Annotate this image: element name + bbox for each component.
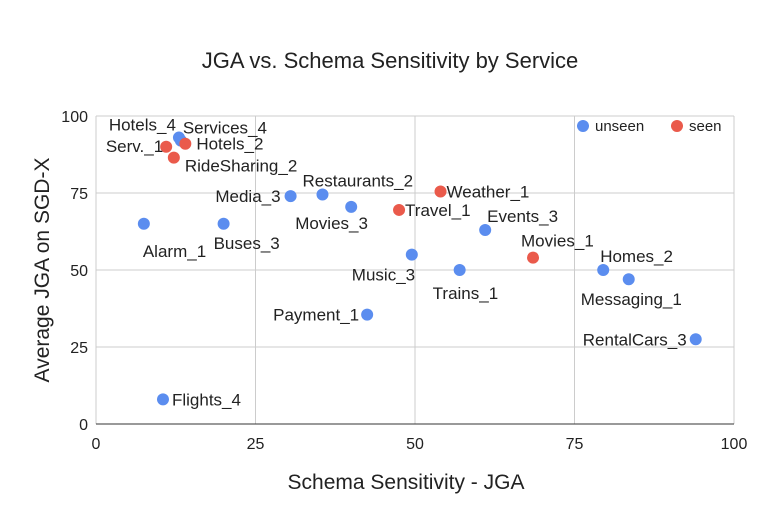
point-trains-1 bbox=[453, 264, 466, 276]
data-label: Movies_1 bbox=[521, 232, 594, 251]
point-restaurants-2 bbox=[316, 188, 329, 201]
point-travel-1 bbox=[393, 203, 406, 216]
data-label: Events_3 bbox=[487, 207, 558, 226]
data-label: Music_3 bbox=[352, 266, 415, 285]
point-buses-3 bbox=[217, 217, 230, 230]
data-label: Media_3 bbox=[215, 187, 280, 206]
data-label: Movies_3 bbox=[295, 214, 368, 233]
chart-title: JGA vs. Schema Sensitivity by Service bbox=[202, 48, 579, 73]
y-tick-label: 0 bbox=[79, 417, 88, 434]
point-hotels-2 bbox=[179, 137, 192, 150]
point-media-3 bbox=[284, 190, 297, 203]
y-tick-label: 25 bbox=[70, 340, 88, 357]
x-tick-label: 25 bbox=[247, 436, 265, 453]
legend-label-unseen: unseen bbox=[595, 118, 644, 135]
data-label: Restaurants_2 bbox=[302, 172, 413, 191]
point-music-3 bbox=[405, 248, 418, 261]
y-tick-label: 50 bbox=[70, 263, 88, 280]
x-tick-label: 50 bbox=[406, 436, 424, 453]
point-alarm-1 bbox=[137, 217, 150, 230]
x-axis-title: Schema Sensitivity - JGA bbox=[288, 471, 525, 494]
legend-marker-seen bbox=[671, 120, 683, 132]
x-tick-label: 75 bbox=[566, 436, 584, 453]
y-axis-title: Average JGA on SGD-X bbox=[31, 158, 54, 383]
legend: unseen seen bbox=[577, 118, 722, 135]
tick-labels: 0 25 50 75 100 0 25 50 75 100 bbox=[61, 109, 747, 453]
legend-marker-unseen bbox=[577, 120, 589, 132]
data-label: Services_4 bbox=[183, 119, 267, 138]
data-label: Payment_1 bbox=[273, 306, 359, 325]
data-labels: Hotels_4 Services_4 Alarm_1 Buses_3 Media_3 R… bbox=[106, 116, 687, 410]
point-flights-4 bbox=[156, 393, 169, 406]
x-tick-label: 0 bbox=[92, 436, 101, 453]
data-points bbox=[137, 131, 702, 406]
point-rentalcars-3 bbox=[689, 333, 702, 346]
data-label: Messaging_1 bbox=[581, 290, 682, 309]
data-label: Buses_3 bbox=[214, 234, 280, 253]
y-tick-label: 75 bbox=[70, 186, 88, 203]
point-serv-1 bbox=[160, 140, 173, 153]
data-label: Hotels_2 bbox=[196, 135, 263, 154]
data-label: Weather_1 bbox=[447, 182, 530, 201]
data-label: RentalCars_3 bbox=[583, 330, 687, 349]
point-weather-1 bbox=[434, 185, 447, 198]
data-label: Serv._1 bbox=[106, 137, 163, 156]
data-label: Travel_1 bbox=[405, 201, 471, 220]
point-movies-1 bbox=[527, 251, 540, 264]
legend-label-seen: seen bbox=[689, 118, 722, 135]
data-label: Homes_2 bbox=[600, 247, 673, 266]
data-label: Trains_1 bbox=[433, 284, 499, 303]
point-messaging-1 bbox=[622, 273, 635, 286]
data-label: Hotels_4 bbox=[109, 116, 176, 135]
data-label: Alarm_1 bbox=[143, 242, 206, 261]
point-homes-2 bbox=[597, 264, 610, 276]
y-tick-label: 100 bbox=[61, 109, 88, 126]
x-tick-label: 100 bbox=[721, 436, 748, 453]
point-payment-1 bbox=[361, 308, 374, 321]
point-movies-3 bbox=[345, 200, 358, 213]
point-events-3 bbox=[479, 223, 492, 236]
point-ridesharing-2 bbox=[167, 151, 180, 164]
data-label: RideSharing_2 bbox=[185, 157, 297, 176]
data-label: Flights_4 bbox=[172, 390, 241, 409]
